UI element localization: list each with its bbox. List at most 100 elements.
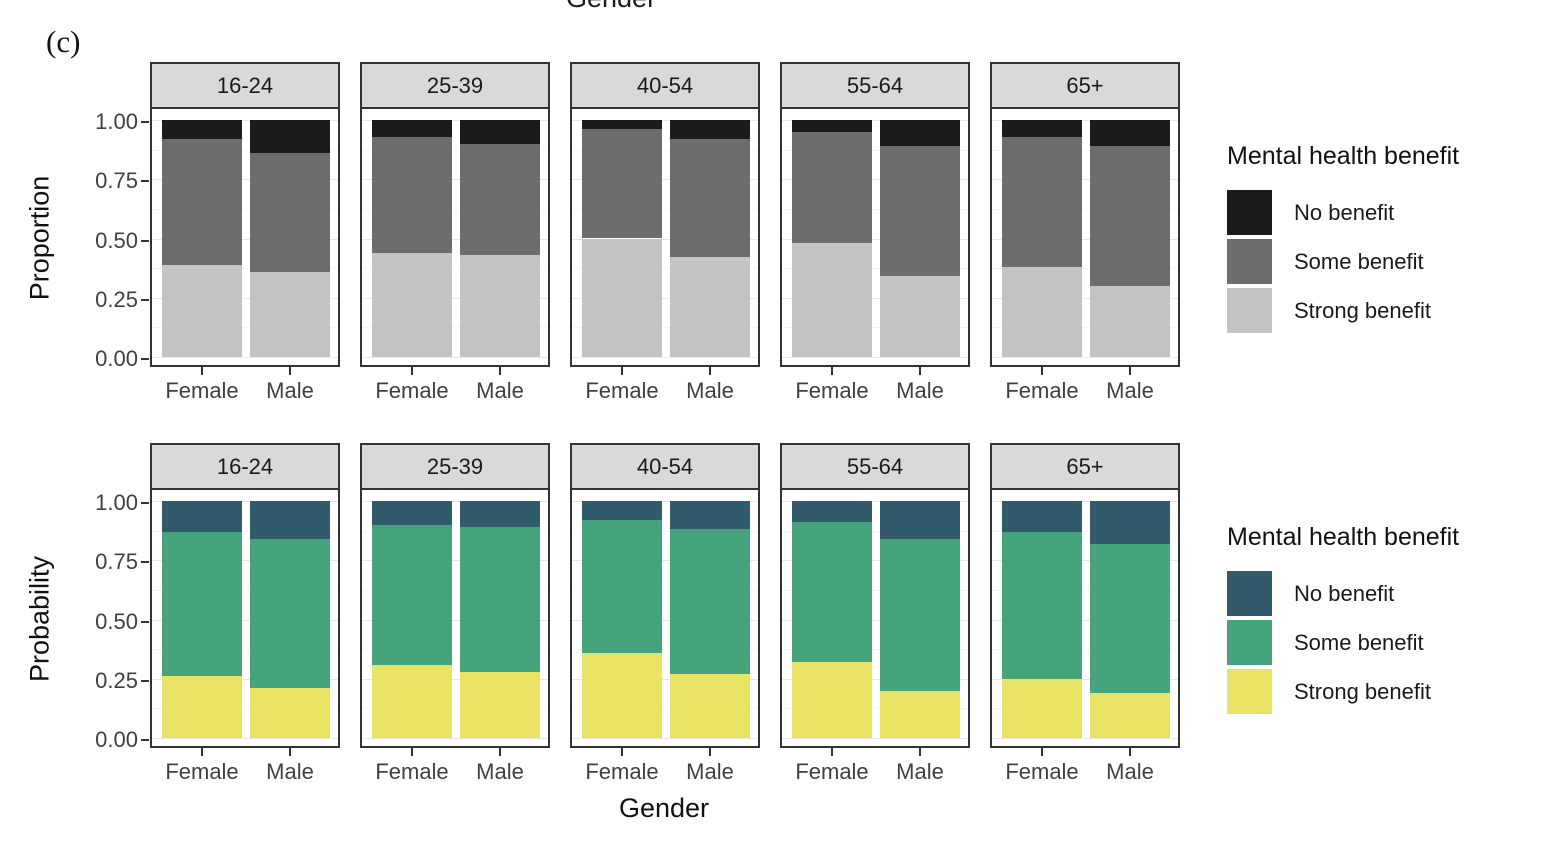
legend-item: Some benefit [1227,618,1537,667]
facet-strip: 65+ [990,443,1180,490]
minor-gridline [362,208,548,210]
major-gridline [362,678,548,680]
facet-panel [150,490,340,748]
minor-gridline [362,649,548,651]
x-axis-tick [621,367,623,375]
bar-segment-strong-benefit [162,264,242,357]
minor-gridline [362,530,548,532]
x-category-label: Female [165,759,239,784]
minor-gridline [152,149,338,151]
legend-title: Mental health benefit [1227,523,1460,551]
y-tick-label: 0.50 [95,227,138,253]
facet-panel [780,109,970,367]
legend-key-strong-benefit [1227,669,1272,714]
x-category-label: Female [795,759,869,784]
x-category-label: Female [795,378,869,403]
x-category-label: Female [1005,759,1079,784]
bar-segment-strong-benefit [792,662,872,738]
bar-segment-strong-benefit [1002,266,1082,357]
x-axis-tick [499,367,501,375]
major-gridline [992,120,1178,121]
major-gridline [362,357,548,358]
y-axis-tick [141,739,149,741]
x-axis-tick [289,367,291,375]
bar-segment-no-benefit [582,120,662,130]
bar-segment-some-benefit [250,538,330,689]
major-gridline [782,297,968,299]
minor-gridline [992,268,1178,270]
minor-gridline [782,208,968,210]
minor-gridline [782,649,968,651]
major-gridline [782,678,968,680]
x-axis-tick [1129,748,1131,756]
legend-item-label: No benefit [1294,580,1395,606]
facet-strip: 16-24 [150,443,340,490]
facet-panel [360,109,550,367]
x-category-label: Female [1005,378,1079,403]
minor-gridline [572,268,758,270]
legend-item-label: Some benefit [1294,629,1424,655]
facet-strip: 40-54 [570,62,760,109]
bar-segment-strong-benefit [670,257,750,357]
major-gridline [572,297,758,299]
major-gridline [152,738,338,739]
bar-segment-no-benefit [1002,501,1082,532]
facet-panel [990,490,1180,748]
x-category-label: Female [375,378,449,403]
bar-segment-some-benefit [1090,146,1170,286]
x-axis-tick [1129,367,1131,375]
x-axis-tick [919,748,921,756]
major-gridline [152,238,338,240]
minor-gridline [782,327,968,329]
major-gridline [362,297,548,299]
x-category-label: Male [1106,759,1154,784]
bar-segment-some-benefit [250,153,330,272]
legend-key-no-benefit [1227,190,1272,235]
facet-panel [570,490,760,748]
major-gridline [992,357,1178,358]
bar-segment-strong-benefit [460,255,540,357]
minor-gridline [572,530,758,532]
x-category-label: Male [896,759,944,784]
major-gridline [782,120,968,121]
y-tick-label: 1.00 [95,490,138,515]
bar-segment-some-benefit [792,522,872,663]
facet-strip: 65+ [990,62,1180,109]
bar-segment-no-benefit [460,501,540,528]
x-axis-tick [1041,748,1043,756]
bar-segment-some-benefit [582,129,662,239]
major-gridline [152,120,338,121]
x-category-label: Female [585,759,659,784]
y-axis-tick [141,620,149,623]
major-gridline [362,560,548,562]
major-gridline [782,501,968,502]
minor-gridline [362,708,548,710]
bar-segment-some-benefit [162,138,242,265]
y-tick-label: 0.50 [95,608,138,634]
x-category-label: Male [686,378,734,403]
major-gridline [992,297,1178,299]
major-gridline [992,179,1178,181]
facet-panel [780,490,970,748]
bar-segment-some-benefit [670,529,750,674]
minor-gridline [152,327,338,329]
plot-canvas-probability: 1.00 0.75 0.50 0.25 0.00 16-24 Female Male 25-39… [0,443,1542,828]
chart-row-proportion: Proportion 1.00 0.75 0.50 0.25 0.00 16-24 Fema… [0,62,1542,447]
clipped-axis-title: Gender [566,0,656,14]
bar-segment-no-benefit [1002,120,1082,137]
minor-gridline [992,649,1178,651]
facet-panel [150,109,340,367]
major-gridline [572,560,758,562]
major-gridline [572,678,758,680]
major-gridline [362,619,548,621]
major-gridline [152,297,338,299]
legend-item-label: Some benefit [1294,248,1424,274]
minor-gridline [572,149,758,151]
bar-segment-no-benefit [372,120,452,137]
bar-segment-no-benefit [670,501,750,530]
minor-gridline [152,208,338,210]
minor-gridline [782,708,968,710]
y-axis-tick [141,679,149,682]
facet-strip: 55-64 [780,443,970,490]
x-category-label: Female [165,378,239,403]
